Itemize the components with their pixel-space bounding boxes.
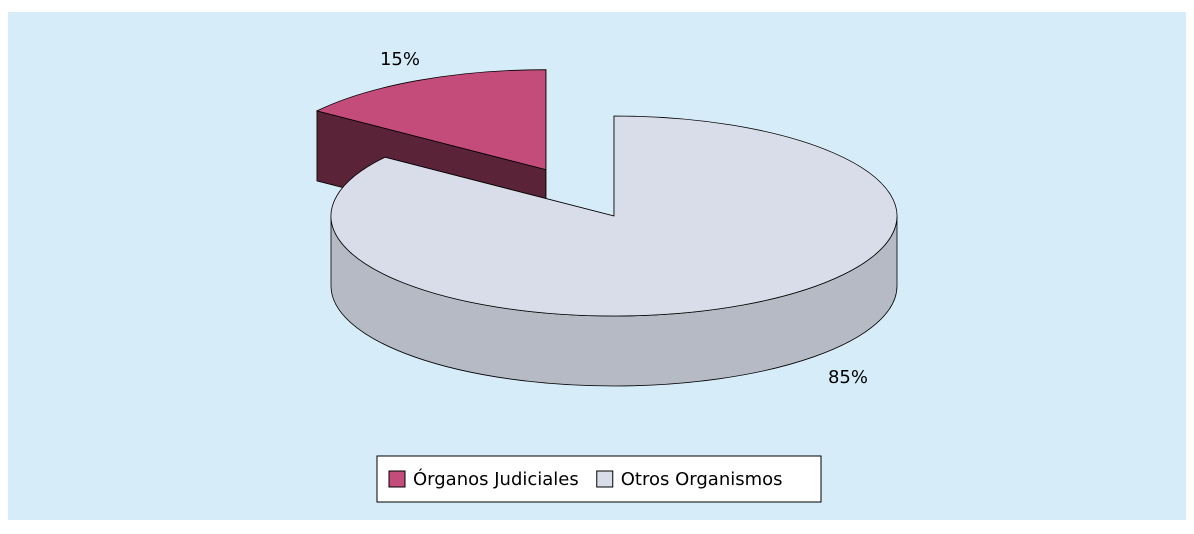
legend-swatch	[596, 470, 614, 488]
data-label: 15%	[380, 49, 420, 70]
legend-label: Otros Organismos	[621, 469, 783, 490]
pie	[315, 69, 898, 387]
legend-swatch	[388, 470, 406, 488]
data-label: 85%	[828, 367, 868, 388]
slice	[330, 115, 898, 317]
slice	[315, 69, 547, 171]
legend-label: Órganos Judiciales	[413, 468, 579, 490]
